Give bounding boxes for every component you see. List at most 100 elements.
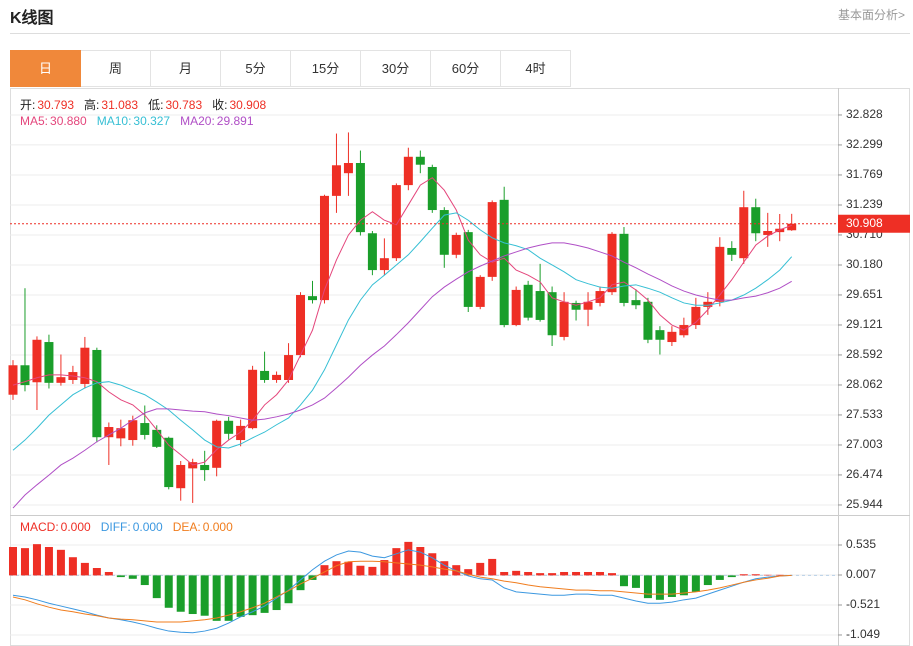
macd-bar: [643, 575, 652, 599]
macd-bar: [116, 575, 125, 578]
macd-bar: [584, 571, 593, 576]
line-series: [12, 549, 792, 634]
candle-body: [367, 233, 377, 271]
y-tick-label: 31.239: [846, 197, 883, 211]
candle-body: [427, 166, 437, 211]
y-tick-label: 31.769: [846, 167, 883, 181]
legend-value: 0.000: [202, 520, 233, 534]
macd-bar: [20, 548, 29, 576]
candle-body: [751, 207, 761, 234]
fundamental-link[interactable]: 基本面分析>: [837, 8, 905, 22]
y-tick-label: 26.474: [846, 467, 883, 481]
macd-bar: [608, 573, 616, 576]
macd-bar: [476, 562, 485, 576]
macd-bar: [260, 575, 269, 613]
candle-body: [595, 291, 605, 303]
macd-bar: [548, 573, 557, 576]
info-label: 低:: [148, 98, 164, 112]
y-tick-label: 25.944: [846, 497, 883, 511]
period-tab[interactable]: 月: [151, 50, 221, 87]
macd-bar: [140, 575, 149, 586]
info-label: 开:: [20, 98, 36, 112]
macd-bar: [440, 561, 449, 576]
line-series: [12, 560, 792, 623]
y-tick-label: -0.521: [846, 597, 880, 611]
line-series: [12, 242, 792, 509]
macd-bar: [500, 571, 509, 576]
period-tab[interactable]: 60分: [431, 50, 501, 87]
macd-bar: [200, 575, 209, 616]
period-tab[interactable]: 5分: [221, 50, 291, 87]
macd-bar: [32, 544, 41, 576]
legend-value: 29.891: [216, 114, 254, 128]
candle-body: [343, 163, 353, 174]
macd-bar: [128, 575, 137, 579]
candle-body: [547, 292, 557, 336]
legend-value: 0.000: [60, 520, 91, 534]
macd-bar: [368, 566, 377, 576]
macd-bar: [296, 575, 305, 591]
candle-body: [571, 302, 581, 310]
macd-bar: [703, 575, 712, 586]
legend-name: MA10:: [96, 114, 132, 128]
period-tabs: 日周月 5分 15分 30分 60分 4时: [10, 50, 571, 87]
candle-body: [667, 331, 677, 343]
candle-body: [8, 365, 18, 395]
candle-body: [200, 464, 210, 471]
macd-bar: [92, 568, 101, 576]
candle-body: [775, 228, 785, 233]
macd-bar: [9, 546, 17, 576]
candle-body: [787, 223, 797, 231]
y-tick-label: 27.003: [846, 437, 883, 451]
legend-name: DIFF:: [100, 520, 131, 534]
macd-bar: [404, 541, 413, 576]
macd-bar: [560, 571, 569, 576]
info-value: 31.083: [101, 98, 139, 112]
candle-body: [415, 156, 425, 165]
period-tab[interactable]: 30分: [361, 50, 431, 87]
candle-body: [164, 437, 174, 488]
chart-frame: [10, 88, 910, 646]
candle-body: [559, 301, 569, 337]
last-price-label: 30.908: [846, 216, 883, 230]
legend-value: 30.327: [133, 114, 171, 128]
macd-bar: [751, 574, 760, 576]
candle-body: [715, 246, 725, 302]
candle-body: [248, 369, 258, 429]
period-tab[interactable]: 15分: [291, 50, 361, 87]
candle-body: [140, 423, 150, 435]
candle-body: [44, 342, 54, 383]
candle-body: [355, 163, 365, 233]
candle-body: [631, 300, 641, 306]
candle-body: [296, 295, 306, 356]
info-value: 30.908: [229, 98, 267, 112]
divider: [10, 33, 910, 34]
legend-name: MA20:: [180, 114, 215, 128]
macd-bar: [212, 575, 221, 621]
period-tab[interactable]: 4时: [501, 50, 571, 87]
candle-body: [703, 301, 713, 307]
ohlc-legend: 开: 30.793 高: 31.083 低: 30.783 收: 30.908: [20, 96, 276, 113]
macd-bar: [80, 562, 89, 576]
period-tab[interactable]: 周: [81, 50, 151, 87]
macd-bar: [667, 575, 676, 597]
candle-body: [499, 199, 509, 326]
macd-bar: [596, 571, 605, 576]
macd-bar: [332, 561, 341, 576]
candle-body: [691, 306, 701, 326]
y-tick-label: 29.121: [846, 317, 883, 331]
y-tick-label: 27.533: [846, 407, 883, 421]
macd-bar: [188, 575, 197, 615]
macd-bar: [392, 548, 401, 576]
line-series: [12, 177, 792, 466]
candle-body: [272, 374, 282, 380]
candle-body: [20, 365, 30, 386]
macd-bar: [284, 575, 293, 604]
info-value: 30.783: [165, 98, 203, 112]
macd-bar: [308, 575, 317, 580]
candle-body: [511, 289, 521, 326]
period-tab[interactable]: 日: [10, 50, 81, 87]
macd-bar: [452, 565, 461, 576]
candle-body: [224, 420, 234, 434]
